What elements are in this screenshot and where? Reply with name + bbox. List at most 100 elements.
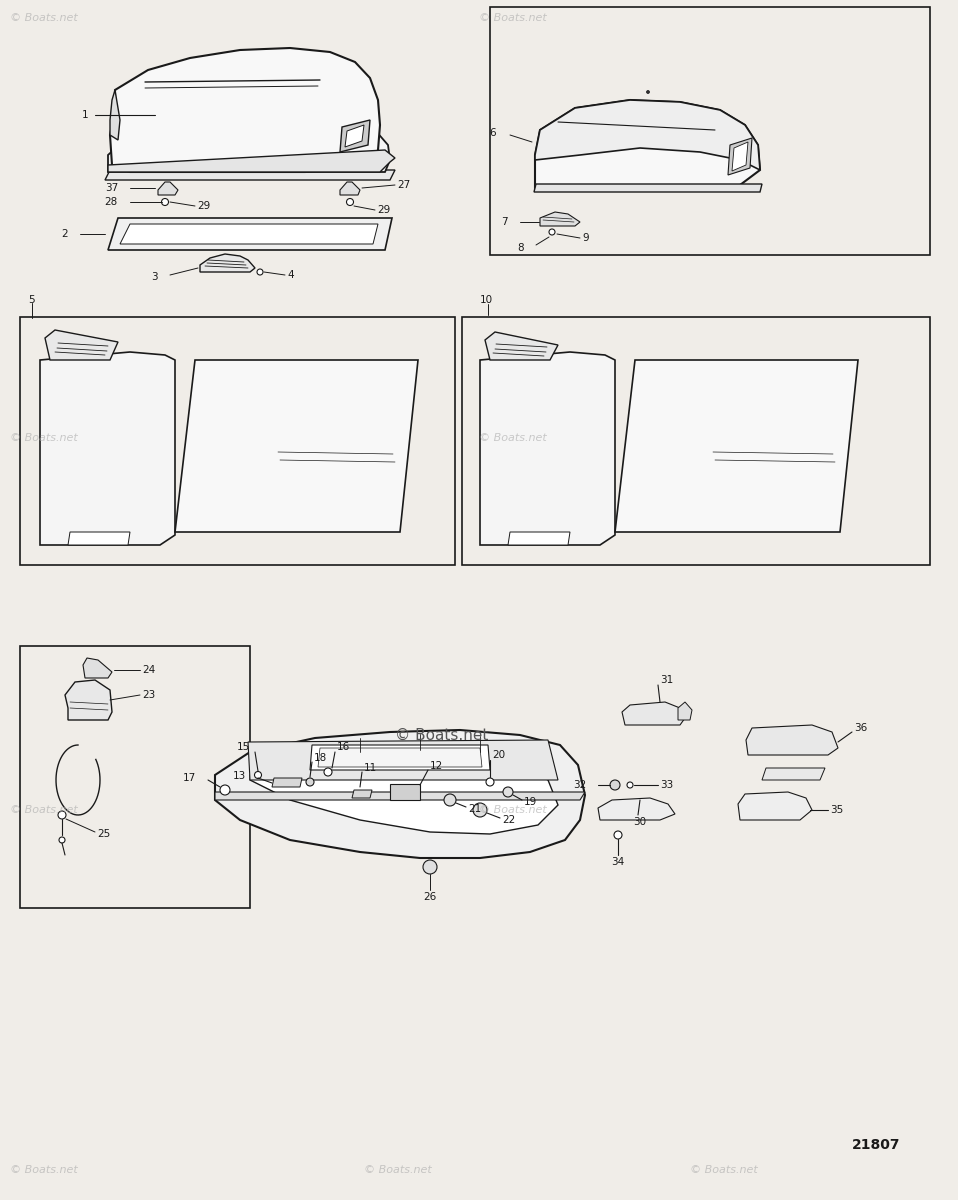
Text: 16: 16 [337,742,351,752]
Circle shape [473,803,487,817]
Polygon shape [248,740,558,780]
Polygon shape [108,150,395,172]
Text: © Boats.net: © Boats.net [10,1165,78,1175]
Polygon shape [108,218,392,250]
Polygon shape [215,730,585,858]
Polygon shape [215,792,585,800]
Polygon shape [40,352,175,545]
Text: 36: 36 [854,722,867,733]
Text: 11: 11 [364,763,377,773]
Circle shape [255,772,262,779]
Text: 8: 8 [517,242,524,253]
Text: 30: 30 [633,817,647,827]
Text: 6: 6 [490,128,496,138]
Text: 34: 34 [611,857,625,866]
Polygon shape [310,745,490,770]
Text: 28: 28 [104,197,118,206]
Polygon shape [352,790,372,798]
Text: 2: 2 [61,229,68,239]
Text: 29: 29 [197,200,210,211]
Circle shape [58,811,66,818]
Polygon shape [158,182,178,194]
Text: © Boats.net: © Boats.net [10,805,78,815]
Text: 29: 29 [377,205,390,215]
Text: 26: 26 [423,892,437,902]
Polygon shape [678,702,692,720]
Circle shape [423,860,437,874]
Circle shape [220,785,230,794]
Text: 24: 24 [142,665,155,674]
Polygon shape [762,768,825,780]
Text: 5: 5 [28,295,34,305]
Circle shape [486,778,494,786]
Polygon shape [345,125,364,146]
Text: 31: 31 [660,674,673,685]
Polygon shape [732,142,748,170]
Text: 32: 32 [573,780,586,790]
Polygon shape [534,184,762,192]
Polygon shape [200,254,255,272]
Polygon shape [540,212,580,226]
Bar [490,7,930,254]
Text: 33: 33 [660,780,673,790]
Text: 12: 12 [430,761,444,770]
Text: 9: 9 [582,233,588,242]
Polygon shape [340,120,370,152]
Circle shape [610,780,620,790]
Polygon shape [175,360,418,532]
Text: © Boats.net: © Boats.net [479,433,547,443]
Text: 25: 25 [97,829,110,839]
Polygon shape [250,755,558,834]
Polygon shape [110,90,120,140]
Polygon shape [746,725,838,755]
Text: 20: 20 [492,750,505,760]
Text: 21: 21 [468,804,481,814]
Text: © Boats.net: © Boats.net [364,1165,432,1175]
Text: 23: 23 [142,690,155,700]
Text: 7: 7 [501,217,508,227]
Text: 15: 15 [237,742,250,752]
Polygon shape [622,702,685,725]
Text: 35: 35 [830,805,843,815]
Polygon shape [120,224,378,244]
Polygon shape [45,330,118,360]
Polygon shape [480,352,615,545]
Polygon shape [535,100,760,190]
Polygon shape [272,778,302,787]
Text: 19: 19 [524,797,537,806]
Polygon shape [485,332,558,360]
Text: 10: 10 [480,295,493,305]
Text: 18: 18 [314,754,328,763]
Polygon shape [65,680,112,720]
Circle shape [503,787,513,797]
Circle shape [257,269,263,275]
Polygon shape [615,360,858,532]
Text: 13: 13 [233,770,246,781]
Circle shape [347,198,354,205]
Text: © Boats.net: © Boats.net [479,805,547,815]
Circle shape [614,830,622,839]
Polygon shape [110,48,380,172]
Bar [462,317,930,565]
Circle shape [59,838,65,842]
Circle shape [306,778,314,786]
Text: © Boats.net: © Boats.net [395,727,489,743]
Text: 22: 22 [502,815,515,826]
Polygon shape [68,532,130,545]
Text: © Boats.net: © Boats.net [10,433,78,443]
Circle shape [549,229,555,235]
Circle shape [444,794,456,806]
Text: 21807: 21807 [852,1138,900,1152]
Circle shape [324,768,332,776]
Text: 37: 37 [104,182,118,193]
Text: 4: 4 [287,270,293,280]
Polygon shape [83,658,112,678]
Text: 1: 1 [81,110,88,120]
Polygon shape [728,138,752,175]
Polygon shape [390,784,420,800]
Polygon shape [105,170,395,180]
Polygon shape [738,792,812,820]
Polygon shape [340,182,360,194]
Polygon shape [318,748,482,767]
Text: © Boats.net: © Boats.net [690,1165,758,1175]
